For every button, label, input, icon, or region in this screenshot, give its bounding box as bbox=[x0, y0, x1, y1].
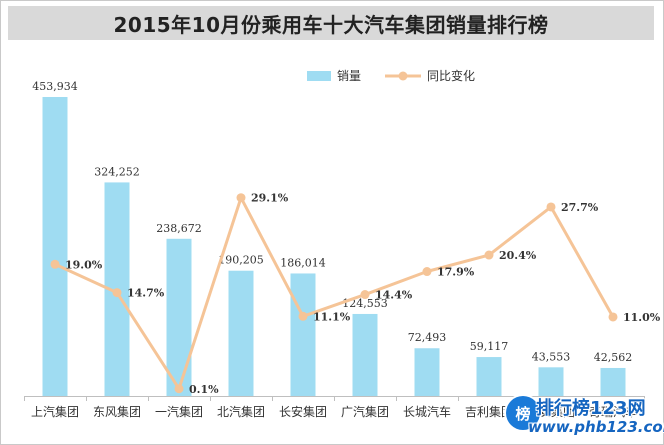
yoy-value-label-7: 17.9% bbox=[437, 266, 475, 279]
yoy-line bbox=[54, 196, 615, 391]
yoy-value-label-6: 14.4% bbox=[375, 289, 413, 302]
bar-value-label-3: 238,672 bbox=[156, 222, 202, 235]
yoy-value-label-1: 19.0% bbox=[65, 258, 103, 271]
bar-5 bbox=[290, 273, 316, 396]
bar-value-label-8: 59,117 bbox=[470, 340, 509, 353]
bar-8 bbox=[476, 357, 502, 396]
category-label-1: 上汽集团 bbox=[31, 404, 79, 419]
bar-value-label-10: 42,562 bbox=[594, 351, 633, 364]
yoy-point-2 bbox=[112, 288, 122, 298]
legend-swatch-sales bbox=[307, 71, 331, 81]
title-bar: 2015年10月份乘用车十大汽车集团销量排行榜 bbox=[8, 6, 654, 40]
category-label-6: 广汽集团 bbox=[341, 404, 389, 419]
bar-value-label-9: 43,553 bbox=[532, 350, 571, 363]
yoy-value-label-2: 14.7% bbox=[127, 287, 165, 300]
legend: 销量 同比变化 bbox=[307, 68, 475, 83]
category-label-10: 奇瑞汽车 bbox=[589, 404, 637, 419]
bar-4 bbox=[228, 270, 254, 396]
bar-value-label-2: 324,252 bbox=[94, 165, 140, 178]
yoy-value-label-5: 11.1% bbox=[313, 310, 351, 323]
category-label-7: 长城汽车 bbox=[403, 404, 451, 419]
yoy-value-label-9: 27.7% bbox=[561, 201, 599, 214]
yoy-point-8 bbox=[484, 250, 494, 260]
legend-label-yoy: 同比变化 bbox=[427, 68, 475, 83]
watermark: 榜 排行榜123网 www.phb123.com bbox=[506, 392, 664, 442]
bar-1 bbox=[42, 96, 68, 396]
yoy-value-label-3: 0.1% bbox=[189, 383, 219, 396]
yoy-point-1 bbox=[50, 259, 60, 269]
yoy-value-label-10: 11.0% bbox=[623, 311, 661, 324]
yoy-point-7 bbox=[422, 267, 432, 277]
yoy-point-6 bbox=[360, 290, 370, 300]
bar-value-label-7: 72,493 bbox=[408, 331, 447, 344]
bar-7 bbox=[414, 348, 440, 396]
watermark-logo: 榜 bbox=[506, 396, 540, 430]
chart-title: 2015年10月份乘用车十大汽车集团销量排行榜 bbox=[113, 12, 549, 37]
bar-value-label-1: 453,934 bbox=[32, 80, 78, 93]
bar-value-label-6: 124,553 bbox=[342, 297, 388, 310]
bar-10 bbox=[600, 367, 626, 396]
yoy-point-3 bbox=[174, 384, 184, 394]
watermark-url: www.phb123.com bbox=[528, 418, 664, 436]
category-label-2: 东风集团 bbox=[93, 404, 141, 419]
bar-3 bbox=[166, 238, 192, 396]
yoy-point-9 bbox=[546, 202, 556, 212]
bar-value-label-5: 186,014 bbox=[280, 256, 326, 269]
watermark-name: 排行榜123网 bbox=[536, 398, 646, 419]
bar-9 bbox=[538, 367, 564, 396]
yoy-value-label-4: 29.1% bbox=[251, 192, 289, 205]
yoy-point-4 bbox=[236, 193, 246, 203]
category-label-4: 北汽集团 bbox=[217, 404, 265, 419]
category-label-3: 一汽集团 bbox=[155, 404, 203, 419]
yoy-value-label-8: 20.4% bbox=[499, 249, 537, 262]
category-label-8: 吉利集团 bbox=[465, 404, 513, 419]
legend-label-sales: 销量 bbox=[337, 69, 361, 83]
yoy-point-5 bbox=[298, 311, 308, 321]
bar-6 bbox=[352, 313, 378, 396]
bar-value-label-4: 190,205 bbox=[218, 254, 264, 267]
yoy-point-10 bbox=[608, 312, 618, 322]
category-label-5: 长安集团 bbox=[279, 404, 327, 419]
legend-marker-yoy bbox=[398, 71, 408, 81]
